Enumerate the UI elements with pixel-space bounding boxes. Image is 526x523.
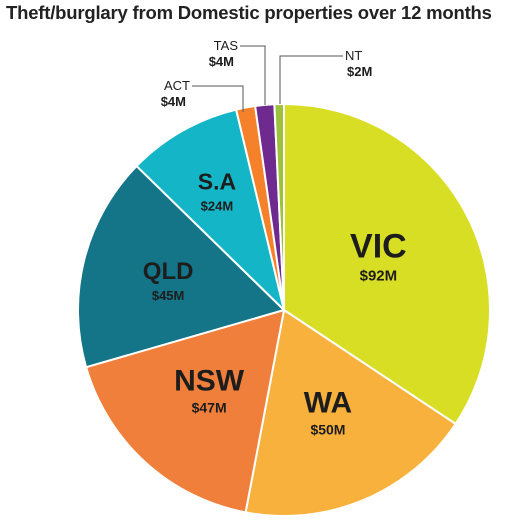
slice-label-act: ACT xyxy=(164,78,190,93)
slice-value-tas: $4M xyxy=(209,54,234,69)
leader-line-nt xyxy=(279,55,343,104)
slice-value-nsw: $47M xyxy=(192,399,227,415)
slice-value-qld: $45M xyxy=(152,288,185,303)
slice-label-nsw: NSW xyxy=(174,364,245,397)
leader-line-tas xyxy=(240,45,266,105)
leader-line-act xyxy=(192,85,244,112)
slice-value-act: $4M xyxy=(161,94,186,109)
pie-slice-nt xyxy=(273,102,285,311)
slice-value-vic: $92M xyxy=(360,267,398,284)
slice-label-nt: NT xyxy=(345,48,362,63)
slice-label-qld: QLD xyxy=(143,258,194,285)
slice-label-tas: TAS xyxy=(214,38,239,53)
slice-value-nt: $2M xyxy=(347,64,372,79)
slice-label-s-a: S.A xyxy=(198,169,236,195)
slice-value-wa: $50M xyxy=(310,421,345,437)
slice-label-wa: WA xyxy=(304,386,352,419)
pie-slice-wa xyxy=(244,308,458,517)
slice-value-s-a: $24M xyxy=(201,199,234,214)
pie-slice-qld xyxy=(77,164,286,369)
slice-label-vic: VIC xyxy=(350,227,407,265)
chart-title: Theft/burglary from Domestic properties … xyxy=(6,2,492,23)
pie-slice-nsw xyxy=(84,308,286,514)
